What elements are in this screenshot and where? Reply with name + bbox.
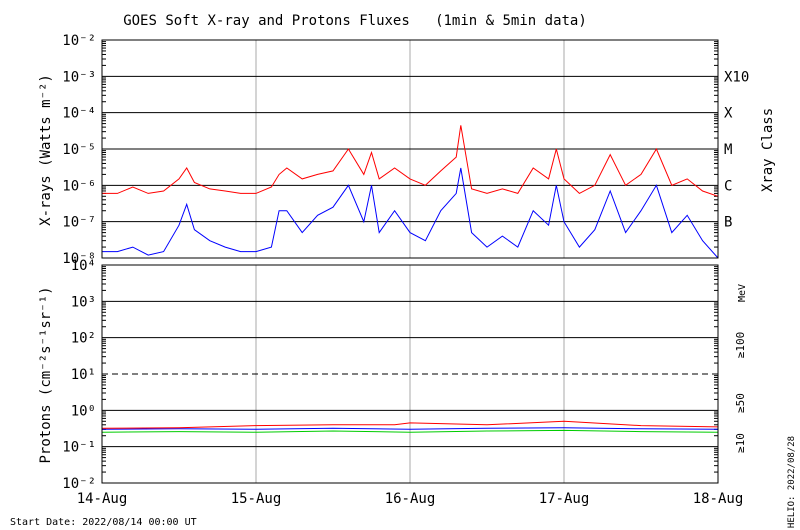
footer-start-date: Start Date: 2022/08/14 00:00 UT — [10, 517, 197, 528]
xray-y-tick-label: 10⁻⁶ — [62, 178, 96, 194]
proton-y-tick-label: 10¹ — [71, 367, 96, 383]
xray-series-line-1 — [102, 167, 719, 259]
xray-y-tick-label: 10⁻⁴ — [62, 106, 96, 122]
proton-legend-label: ≥50 — [734, 393, 747, 413]
xray-class-label: X — [724, 106, 733, 122]
proton-y-tick-label: 10² — [71, 331, 96, 347]
xray-y-tick-label: 10⁻⁸ — [62, 251, 96, 267]
proton-y-tick-label: 10⁰ — [71, 403, 96, 419]
chart-title: GOES Soft X-ray and Protons Fluxes (1min… — [123, 13, 587, 29]
proton-y-axis-label: Protons (cm⁻²s⁻¹sr⁻¹) — [38, 286, 54, 463]
x-tick-label: 16-Aug — [385, 491, 436, 507]
xray-panel: 10⁻⁸ 10⁻⁷ 10⁻⁶ 10⁻⁵ 10⁻⁴ 10⁻³ 10⁻² B C M X X10 — [62, 33, 749, 267]
proton-series-line-2 — [101, 420, 719, 429]
proton-y-tick-label: 10⁴ — [71, 258, 96, 274]
xray-y-axis-label: X-rays (Watts m⁻²) — [38, 74, 54, 226]
proton-y-tick-label: 10³ — [71, 294, 96, 310]
xray-y-tick-label: 10⁻⁷ — [62, 215, 96, 231]
xray-frame — [101, 39, 719, 259]
proton-frame — [101, 264, 719, 484]
proton-series-line-1 — [101, 427, 719, 430]
proton-y-tick-label: 10⁻² — [62, 476, 96, 492]
footer-credit: HELIO: 2022/08/28 — [787, 436, 797, 528]
proton-y-tick-label: 10⁻¹ — [62, 440, 96, 456]
xray-class-label: X10 — [724, 69, 749, 85]
x-tick-label: 18-Aug — [693, 491, 744, 507]
proton-panel: 10⁻² 10⁻¹ 10⁰ 10¹ 10² 10³ 10⁴ 14-Aug 15-Aug 16-Au… — [62, 258, 747, 507]
x-tick-label: 15-Aug — [231, 491, 282, 507]
xray-series-line-0 — [102, 125, 719, 197]
x-tick-label: 14-Aug — [77, 491, 128, 507]
xray-class-label: B — [724, 215, 732, 231]
xray-class-axis-label: Xray Class — [760, 108, 776, 192]
proton-energy-unit: MeV — [737, 284, 748, 302]
proton-series-line-0 — [101, 429, 719, 433]
xray-class-label: C — [724, 178, 732, 194]
proton-legend-label: ≥10 — [734, 433, 747, 453]
x-tick-label: 17-Aug — [539, 491, 590, 507]
xray-y-tick-label: 10⁻³ — [62, 69, 96, 85]
xray-y-tick-label: 10⁻⁵ — [62, 142, 96, 158]
proton-legend-label: ≥100 — [734, 332, 747, 359]
xray-class-label: M — [724, 142, 732, 158]
xray-y-tick-label: 10⁻² — [62, 33, 96, 49]
